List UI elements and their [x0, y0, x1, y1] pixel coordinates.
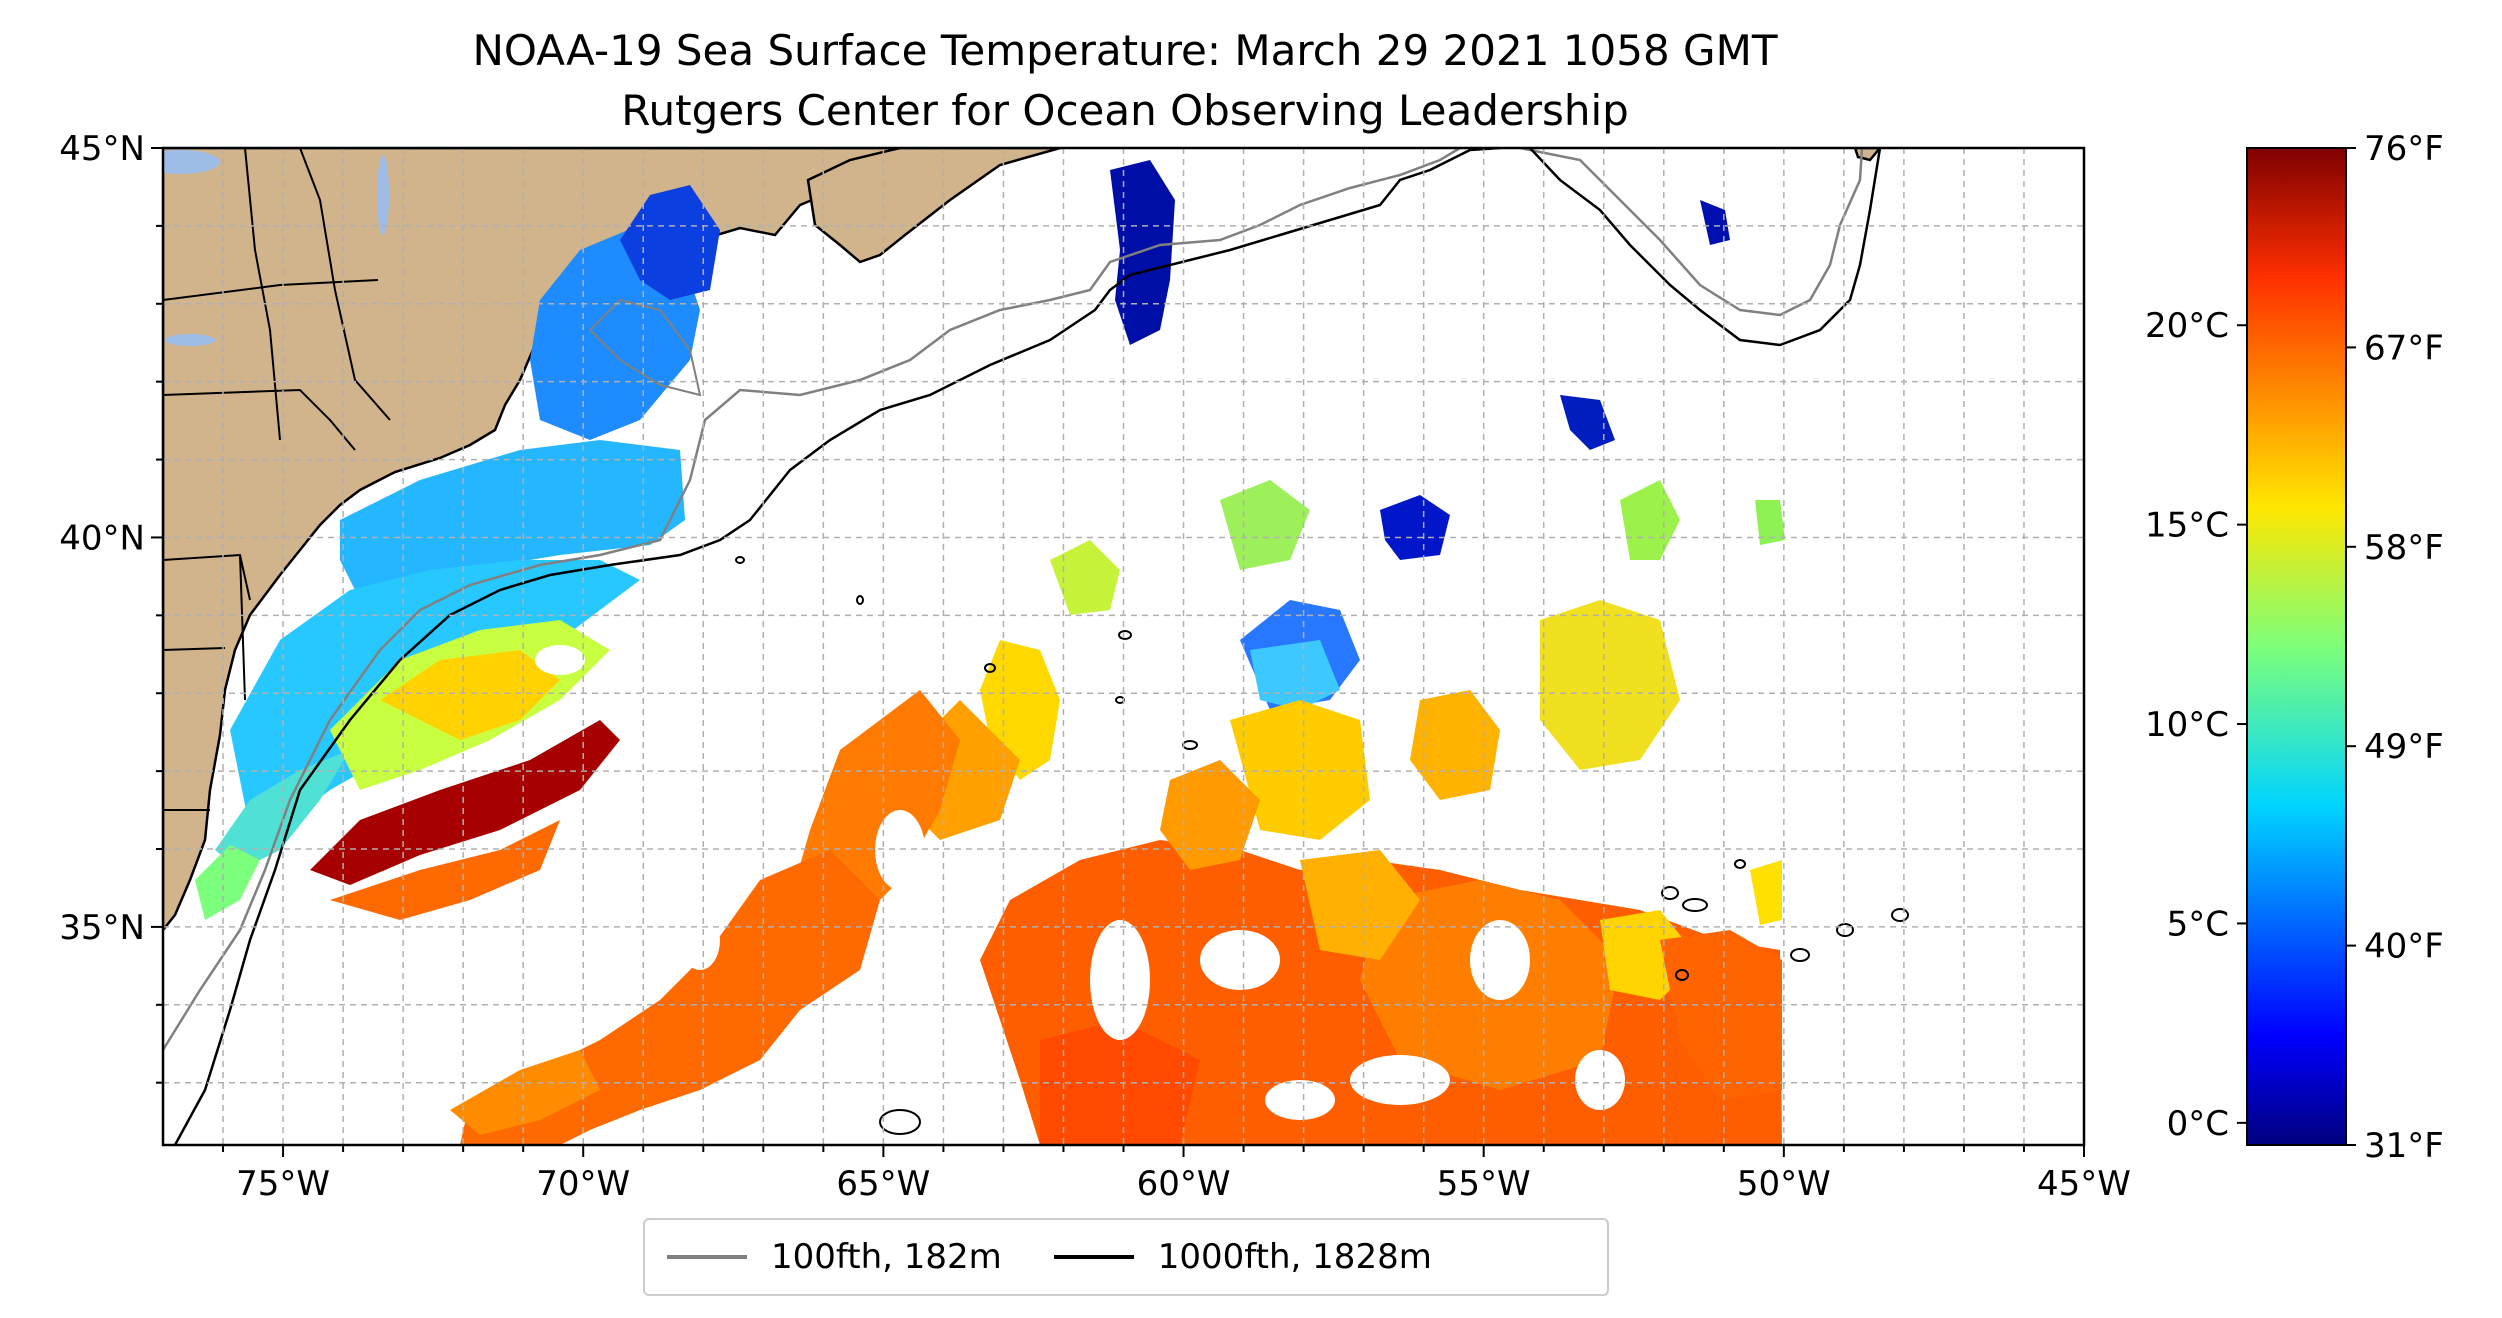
- longitude-ticks: 75°W 70°W 65°W 60°W 55°W 50°W 45°W: [222, 1145, 2131, 1204]
- fahrenheit-tick-label: 49°F: [2364, 727, 2444, 767]
- lat-tick-label: 35°N: [59, 908, 145, 948]
- lat-tick-label: 45°N: [59, 129, 145, 169]
- lon-tick-label: 60°W: [1137, 1164, 1231, 1204]
- celsius-tick-label: 0°C: [2167, 1104, 2229, 1144]
- colorbar-fahrenheit-ticks: 76°F 67°F 58°F 49°F 40°F 31°F: [2346, 129, 2444, 1166]
- lon-tick-label: 45°W: [2037, 1164, 2131, 1204]
- fahrenheit-tick-label: 67°F: [2364, 328, 2444, 368]
- fahrenheit-tick-label: 40°F: [2364, 927, 2444, 967]
- legend-item-1000fth: 1000fth, 1828m: [1053, 1237, 1432, 1277]
- map-area: [163, 148, 2084, 1145]
- fahrenheit-tick-label: 76°F: [2364, 129, 2444, 169]
- legend-label-100fth: 100fth, 182m: [771, 1237, 1002, 1277]
- sst-data: [195, 160, 1785, 1145]
- contour-1000fth: [173, 148, 1501, 1145]
- fahrenheit-tick-label: 31°F: [2364, 1126, 2444, 1166]
- legend-label-1000fth: 1000fth, 1828m: [1157, 1237, 1432, 1277]
- lat-tick-label: 40°N: [59, 518, 145, 558]
- celsius-tick-label: 15°C: [2145, 506, 2229, 546]
- contour-100fth-gom: [588, 298, 702, 397]
- colorbar: [2246, 147, 2347, 1146]
- lakes: [163, 150, 389, 346]
- legend-item-100fth: 100fth, 182m: [667, 1237, 1002, 1277]
- land-mainland: [163, 148, 922, 933]
- gridlines: [163, 148, 2084, 1145]
- lon-tick-label: 65°W: [836, 1164, 930, 1204]
- legend-swatch-1000fth: [1053, 1255, 1134, 1259]
- contour-100fth: [163, 148, 1461, 1051]
- celsius-tick-label: 5°C: [2167, 904, 2229, 944]
- celsius-tick-label: 20°C: [2145, 306, 2229, 346]
- cloud-gaps: [535, 645, 1625, 1120]
- lon-tick-label: 50°W: [1737, 1164, 1831, 1204]
- fahrenheit-tick-label: 58°F: [2364, 528, 2444, 568]
- lon-tick-label: 70°W: [536, 1164, 630, 1204]
- contour-legend: 100fth, 182m 1000fth, 1828m: [643, 1218, 1609, 1296]
- land-nova-scotia: [806, 148, 1061, 264]
- contour-1000fth-east: [1529, 148, 1882, 347]
- chart-title: NOAA-19 Sea Surface Temperature: March 2…: [472, 26, 1778, 75]
- seamounts: [735, 556, 1909, 1135]
- latitude-ticks: 45°N 40°N 35°N: [59, 129, 163, 1084]
- chart-subtitle: Rutgers Center for Ocean Observing Leade…: [621, 86, 1629, 135]
- lon-tick-label: 55°W: [1437, 1164, 1531, 1204]
- lon-tick-label: 75°W: [236, 1164, 330, 1204]
- colorbar-celsius-ticks: 20°C 15°C 10°C 5°C 0°C: [2145, 306, 2247, 1144]
- celsius-tick-label: 10°C: [2145, 705, 2229, 745]
- legend-swatch-100fth: [667, 1255, 747, 1259]
